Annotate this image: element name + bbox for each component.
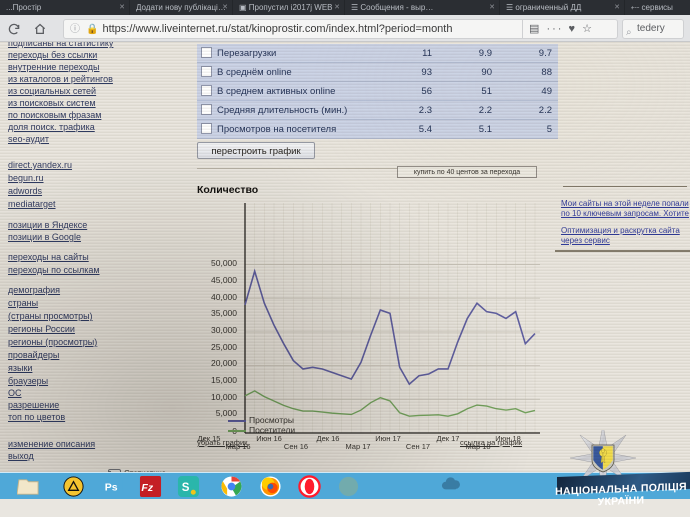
svg-text:Ps: Ps [105,481,118,493]
svg-text:Fz: Fz [141,482,153,494]
svg-text:S: S [182,482,190,494]
